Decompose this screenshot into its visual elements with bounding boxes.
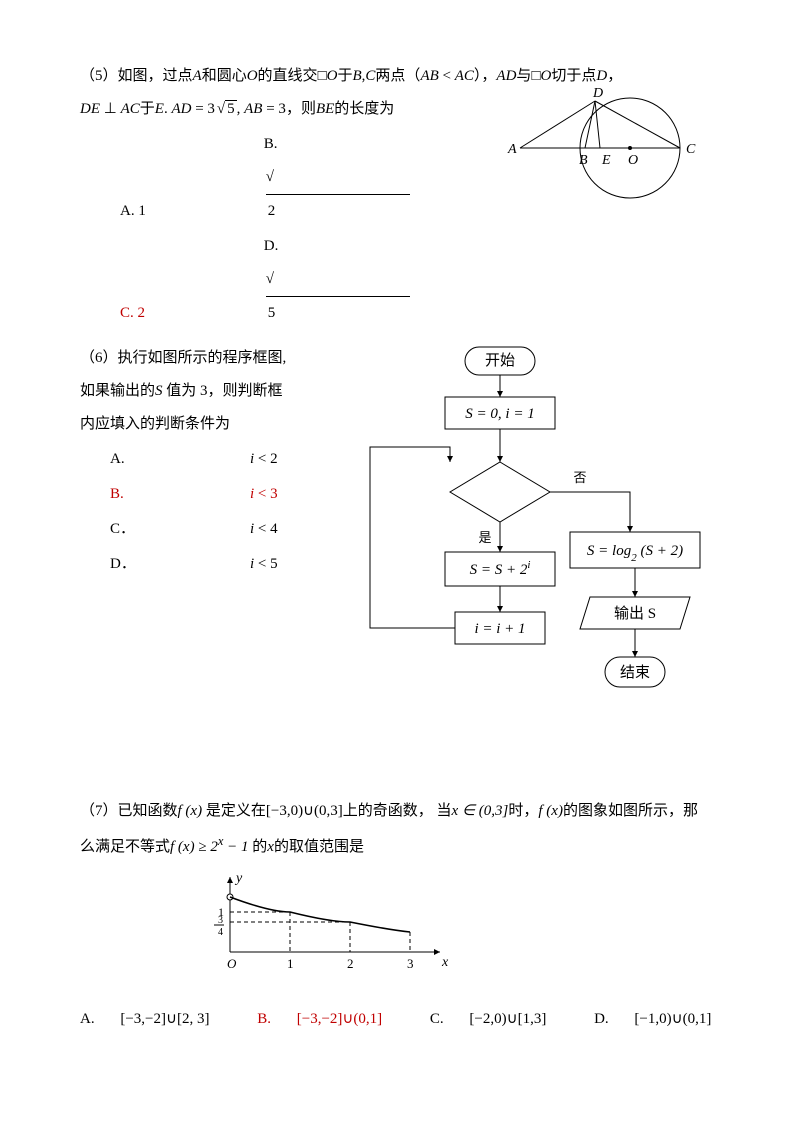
q5-text: （5）如图，过点A和圆心O的直线交□O于B,C两点（AB < AC），AD与□O…: [80, 68, 622, 84]
svg-text:否: 否: [573, 470, 586, 485]
svg-text:3: 3: [218, 915, 223, 926]
svg-text:是: 是: [478, 530, 491, 545]
q6-opt-c: C．i < 4: [110, 513, 310, 546]
question-6: （6）执行如图所示的程序框图, 如果输出的S 值为 3，则判断框 内应填入的判断…: [80, 342, 720, 775]
svg-text:C: C: [686, 142, 696, 157]
svg-text:输出 S: 输出 S: [614, 605, 656, 622]
q6-flowchart: 开始S = 0, i = 1是S = S + 2ii = i + 1否S = l…: [330, 342, 710, 775]
q7-options: A. [−3,−2]∪[2, 3] B. [−3,−2]∪(0,1] C. [−…: [80, 1003, 720, 1036]
svg-text:y: y: [234, 871, 243, 886]
q5-options: A. 1 B. 2 C. 2 D. 5: [80, 128, 500, 330]
svg-text:O: O: [227, 956, 237, 971]
svg-text:D: D: [592, 86, 603, 101]
q7-stem: （7）已知函数f (x) 是定义在[−3,0)∪(0,3]上的奇函数， 当x ∈…: [80, 795, 720, 828]
svg-text:S = 0, i = 1: S = 0, i = 1: [465, 406, 534, 422]
question-5: （5）如图，过点A和圆心O的直线交□O于B,C两点（AB < AC），AD与□O…: [80, 60, 720, 332]
q7-graph: xy134O123: [180, 872, 720, 995]
q5-figure: ABEOCD: [500, 93, 720, 221]
q7-opt-c: C. [−2,0)∪[1,3]: [430, 1003, 568, 1036]
svg-text:结束: 结束: [620, 664, 650, 681]
q5-opt-c: C. 2: [120, 297, 260, 330]
svg-text:S = S + 2i: S = S + 2i: [470, 559, 531, 578]
svg-text:O: O: [628, 153, 638, 168]
svg-text:x: x: [441, 955, 449, 970]
q6-opt-d: D．i < 5: [110, 548, 310, 581]
q6-options: A. i < 2 B. i < 3 C．i < 4 D．i < 5: [80, 443, 310, 581]
q5-stem: （5）如图，过点A和圆心O的直线交□O于B,C两点（AB < AC），AD与□O…: [80, 60, 720, 93]
svg-text:2: 2: [347, 956, 354, 971]
svg-text:3: 3: [407, 956, 414, 971]
q5-line2: DE ⊥ AC于E. AD = 35, AB = 3，则BE的长度为: [80, 93, 500, 126]
q5-opt-d: D. 5: [264, 230, 404, 330]
question-7: （7）已知函数f (x) 是定义在[−3,0)∪(0,3]上的奇函数， 当x ∈…: [80, 795, 720, 1036]
svg-text:1: 1: [287, 956, 294, 971]
q7-opt-d: D. [−1,0)∪(0,1]: [594, 1003, 733, 1036]
q6-opt-b: B. i < 3: [110, 478, 310, 511]
q6-stem: （6）执行如图所示的程序框图, 如果输出的S 值为 3，则判断框 内应填入的判断…: [80, 342, 310, 583]
svg-text:4: 4: [218, 927, 223, 938]
svg-text:B: B: [579, 153, 588, 168]
svg-text:E: E: [601, 153, 611, 168]
q6-opt-a: A. i < 2: [110, 443, 310, 476]
svg-text:i = i + 1: i = i + 1: [474, 621, 525, 637]
q5-opt-a: A. 1: [120, 195, 260, 228]
q5-opt-b: B. 2: [264, 128, 404, 228]
svg-text:A: A: [507, 142, 517, 157]
svg-text:开始: 开始: [485, 352, 515, 369]
q7-opt-a: A. [−3,−2]∪[2, 3]: [80, 1003, 231, 1036]
q7-opt-b: B. [−3,−2]∪(0,1]: [257, 1003, 404, 1036]
q7-stem-2: 么满足不等式f (x) ≥ 2x − 1 的x的取值范围是: [80, 828, 720, 864]
